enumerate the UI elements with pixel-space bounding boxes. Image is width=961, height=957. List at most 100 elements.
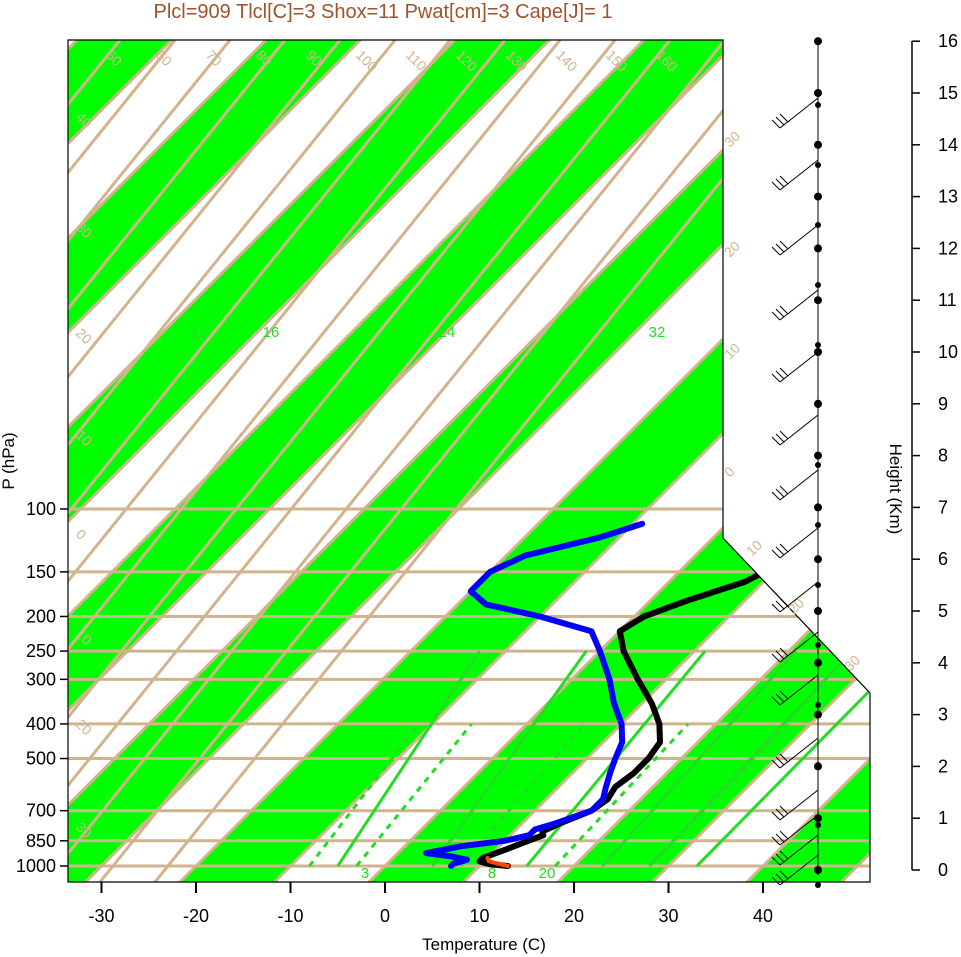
- wind-barb-feather: [779, 830, 789, 840]
- wind-barb-feather: [771, 373, 781, 383]
- isobar-lines: [68, 507, 870, 868]
- band: [68, 40, 739, 882]
- level-dot: [815, 822, 821, 828]
- mixing-ratio-line: [308, 723, 420, 867]
- level-dot: [815, 882, 821, 888]
- mixing-ratio-lines: 12 16 24 32 3 8 20: [191, 324, 790, 882]
- wind-barb-feather: [779, 690, 789, 700]
- level-dot: [815, 162, 821, 168]
- y-tick-label: 250: [26, 641, 56, 661]
- isotherm-line: [68, 40, 268, 882]
- height-marker-dot: [814, 658, 822, 667]
- wind-barb: [779, 351, 819, 383]
- moist-adiabat: [336, 650, 481, 867]
- isotherm-label: 10: [743, 537, 765, 559]
- height-tick-label: 13: [938, 187, 958, 207]
- wind-barb-feather: [775, 546, 785, 556]
- isotherm-line: [68, 40, 646, 882]
- wind-barb-feather: [779, 367, 789, 377]
- wind-barb-feather: [771, 876, 781, 886]
- moist-adiabat: [431, 650, 588, 867]
- height-tick-label: 14: [938, 135, 958, 155]
- y-tick-label: 500: [26, 749, 56, 769]
- wind-barb: [779, 289, 819, 321]
- level-dot: [815, 702, 821, 708]
- wind-barb-feather: [771, 653, 781, 663]
- y-tick-label: 200: [26, 606, 56, 626]
- wind-barb: [779, 527, 819, 559]
- height-tick-label: 16: [938, 31, 958, 51]
- mixing-ratio-label: 16: [263, 324, 280, 341]
- height-tick-label: 8: [938, 446, 948, 466]
- wind-barb-feather: [771, 436, 781, 446]
- isotherm-line: [68, 40, 551, 882]
- wind-barb: [779, 834, 819, 866]
- mixing-ratio-label: 20: [539, 865, 556, 882]
- wind-barb-feather: [771, 549, 781, 559]
- level-dot: [815, 102, 821, 108]
- band: [68, 40, 361, 882]
- chart-title: Plcl=909 Tlcl[C]=3 Shox=11 Pwat[cm]=3 Ca…: [154, 1, 613, 23]
- y-axis-label: P (hPa): [0, 432, 18, 489]
- dry-adiabat-lines: [68, 40, 837, 882]
- isotherm-line: [68, 40, 362, 882]
- wind-barb-feather: [771, 246, 781, 256]
- wind-barb-feather: [775, 600, 785, 610]
- height-marker-dot: [814, 89, 822, 97]
- series-dewpoint-line: [423, 520, 646, 869]
- height-marker-dot: [814, 866, 822, 874]
- height-marker-dot: [814, 710, 822, 719]
- wind-barb-feather: [775, 853, 785, 863]
- isotherm-line: [556, 40, 870, 882]
- height-marker-dot: [814, 503, 822, 512]
- mixing-ratio-label: 24: [439, 324, 456, 341]
- dry-adiabat: [68, 40, 452, 882]
- wind-barb-feather: [779, 305, 789, 315]
- height-tick-label: 2: [938, 756, 948, 776]
- height-tick-label: 15: [938, 83, 958, 103]
- height-tick-label: 7: [938, 497, 948, 517]
- isotherm-line: [178, 40, 870, 882]
- wind-barb-feather: [779, 647, 789, 657]
- isotherm-label: 10: [721, 340, 743, 362]
- y-tick-label: 700: [26, 801, 56, 821]
- wind-barb-feather: [775, 873, 785, 883]
- wind-barb-feather: [771, 759, 781, 769]
- y-tick-label: 400: [26, 714, 56, 734]
- wind-barb-feather: [779, 175, 789, 185]
- wind-barb: [779, 97, 819, 129]
- wind-barb-feather: [775, 756, 785, 766]
- height-marker-dot: [814, 37, 822, 46]
- level-dot: [815, 462, 821, 468]
- wind-barb: [779, 737, 819, 769]
- isotherm-label: 20: [721, 238, 743, 260]
- dry-adiabat: [98, 40, 782, 882]
- mixing-ratio-label: 8: [488, 865, 496, 882]
- band: [558, 40, 870, 882]
- dry-adiabat: [153, 40, 837, 882]
- height-marker-dot: [814, 296, 822, 305]
- wind-barb-feather: [779, 870, 789, 880]
- wind-barb-feather: [771, 119, 781, 129]
- band: [68, 40, 870, 882]
- dry-adiabat: [68, 40, 342, 882]
- band: [68, 40, 550, 882]
- isotherm-lines: [68, 40, 870, 882]
- x-tick-label: 30: [658, 906, 678, 926]
- x-tick-label: 0: [380, 906, 390, 926]
- x-tick-label: 20: [564, 906, 584, 926]
- wind-barb: [779, 159, 819, 191]
- wind-barb-feather: [779, 850, 789, 860]
- dry-adiabat: [68, 40, 727, 882]
- level-dot: [815, 522, 821, 528]
- mixing-ratio-line: [554, 722, 690, 868]
- isotherm-line: [462, 40, 870, 882]
- level-dot: [815, 642, 821, 648]
- sounding-profiles: [423, 520, 870, 869]
- height-tick-label: 12: [938, 238, 958, 258]
- wind-barb-feather: [779, 543, 789, 553]
- wind-barb-feather: [779, 485, 789, 495]
- wind-barb-feather: [775, 808, 785, 818]
- mixing-ratio-line: [648, 722, 790, 868]
